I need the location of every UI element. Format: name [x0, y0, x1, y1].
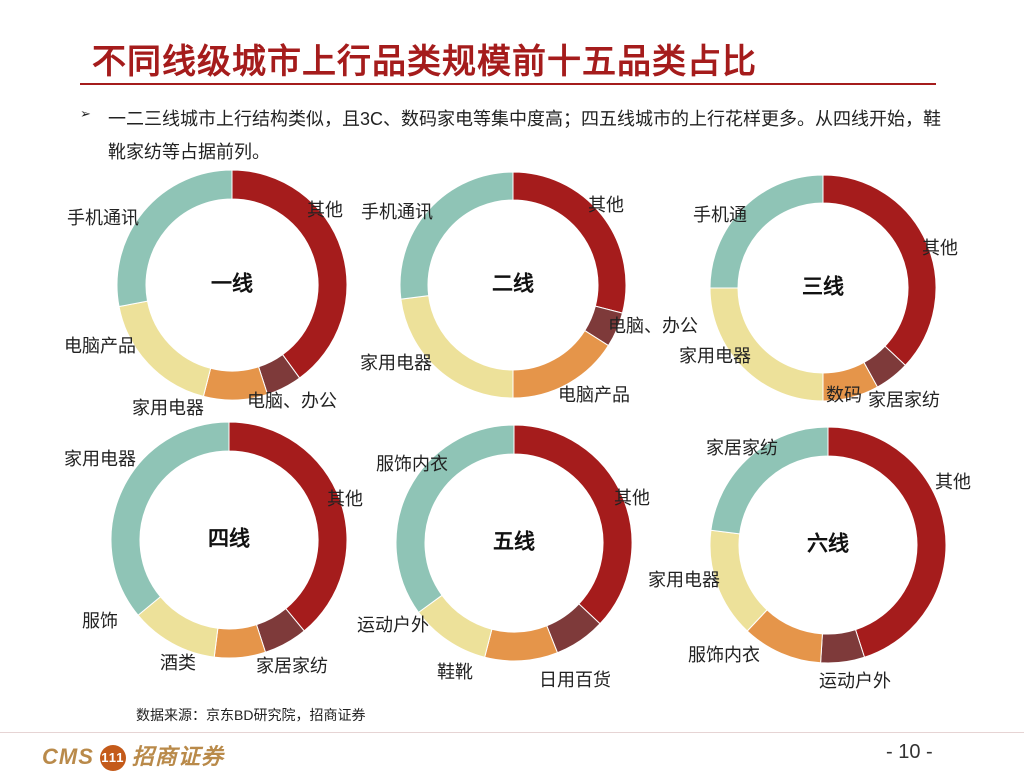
slice-label: 日用百货	[539, 670, 611, 690]
donut-slice	[228, 421, 348, 632]
slice-label: 服饰	[82, 611, 118, 631]
logo-text-left: CMS	[42, 744, 94, 769]
slice-label: 鞋靴	[437, 662, 473, 682]
logo-text-right: 招商证券	[131, 744, 224, 769]
donut-slice	[395, 424, 515, 614]
donut-slice	[110, 421, 230, 616]
slice-label: 服饰内衣	[376, 454, 448, 474]
donut-slice	[710, 426, 829, 535]
slice-label: 电脑、办公	[608, 316, 698, 336]
donut-slice	[116, 169, 233, 308]
slice-label: 家用电器	[64, 449, 136, 469]
slice-label: 服饰内衣	[688, 645, 760, 665]
bullet-arrow-icon: ➢	[80, 106, 91, 121]
donut-slice	[822, 174, 937, 367]
slice-label: 其他	[614, 488, 650, 508]
slice-label: 家用电器	[648, 570, 720, 590]
slice-label: 家用电器	[360, 353, 432, 373]
summary-text: 一二三线城市上行结构类似，且3C、数码家电等集中度高；四五线城市的上行花样更多。…	[108, 109, 942, 162]
donut-slice	[231, 169, 348, 379]
donut-center-label: 五线	[493, 530, 535, 554]
slice-label: 手机通	[693, 205, 747, 225]
donut-center-label: 一线	[211, 272, 253, 296]
slice-label: 家居家纺	[868, 390, 940, 410]
slice-label: 其他	[307, 200, 343, 220]
slice-label: 其他	[922, 238, 958, 258]
slice-label: 家用电器	[679, 346, 751, 366]
slice-label: 手机通讯	[67, 208, 139, 228]
slice-label: 其他	[935, 472, 971, 492]
donut-slice	[484, 625, 559, 662]
slice-label: 运动户外	[819, 671, 891, 691]
donut-slice	[399, 171, 514, 300]
logo-mark-icon: 111	[99, 745, 126, 771]
slice-label: 家居家纺	[256, 656, 328, 676]
slice-label: 电脑产品	[558, 385, 630, 405]
page-number: - 10 -	[886, 741, 933, 763]
slice-label: 电脑产品	[64, 336, 136, 356]
title-underline	[80, 83, 936, 85]
footer-divider	[0, 732, 1024, 733]
donut-slice	[709, 287, 824, 402]
slice-label: 其他	[588, 195, 624, 215]
donut-slice	[400, 295, 514, 399]
data-source: 数据来源：京东BD研究院，招商证券	[136, 707, 366, 723]
slice-label: 酒类	[160, 653, 196, 673]
slice-label: 运动户外	[357, 615, 429, 635]
slice-label: 数码	[826, 385, 862, 405]
donut-center-label: 三线	[802, 275, 844, 299]
donut-slice	[213, 624, 267, 659]
donut-center-label: 二线	[492, 272, 534, 296]
slice-label: 手机通讯	[361, 202, 433, 222]
donut-center-label: 六线	[807, 532, 849, 556]
donut-slice	[709, 174, 824, 289]
donut-slice	[513, 424, 633, 625]
slice-label: 家用电器	[132, 398, 204, 418]
page-title: 不同线级城市上行品类规模前十五品类占比	[92, 43, 757, 81]
slice-label: 家居家纺	[706, 438, 778, 458]
slice-label: 其他	[327, 489, 363, 509]
company-logo: CMS 111 招商证券	[42, 739, 224, 771]
slice-label: 电脑、办公	[247, 391, 337, 411]
donut-center-label: 四线	[208, 527, 250, 551]
